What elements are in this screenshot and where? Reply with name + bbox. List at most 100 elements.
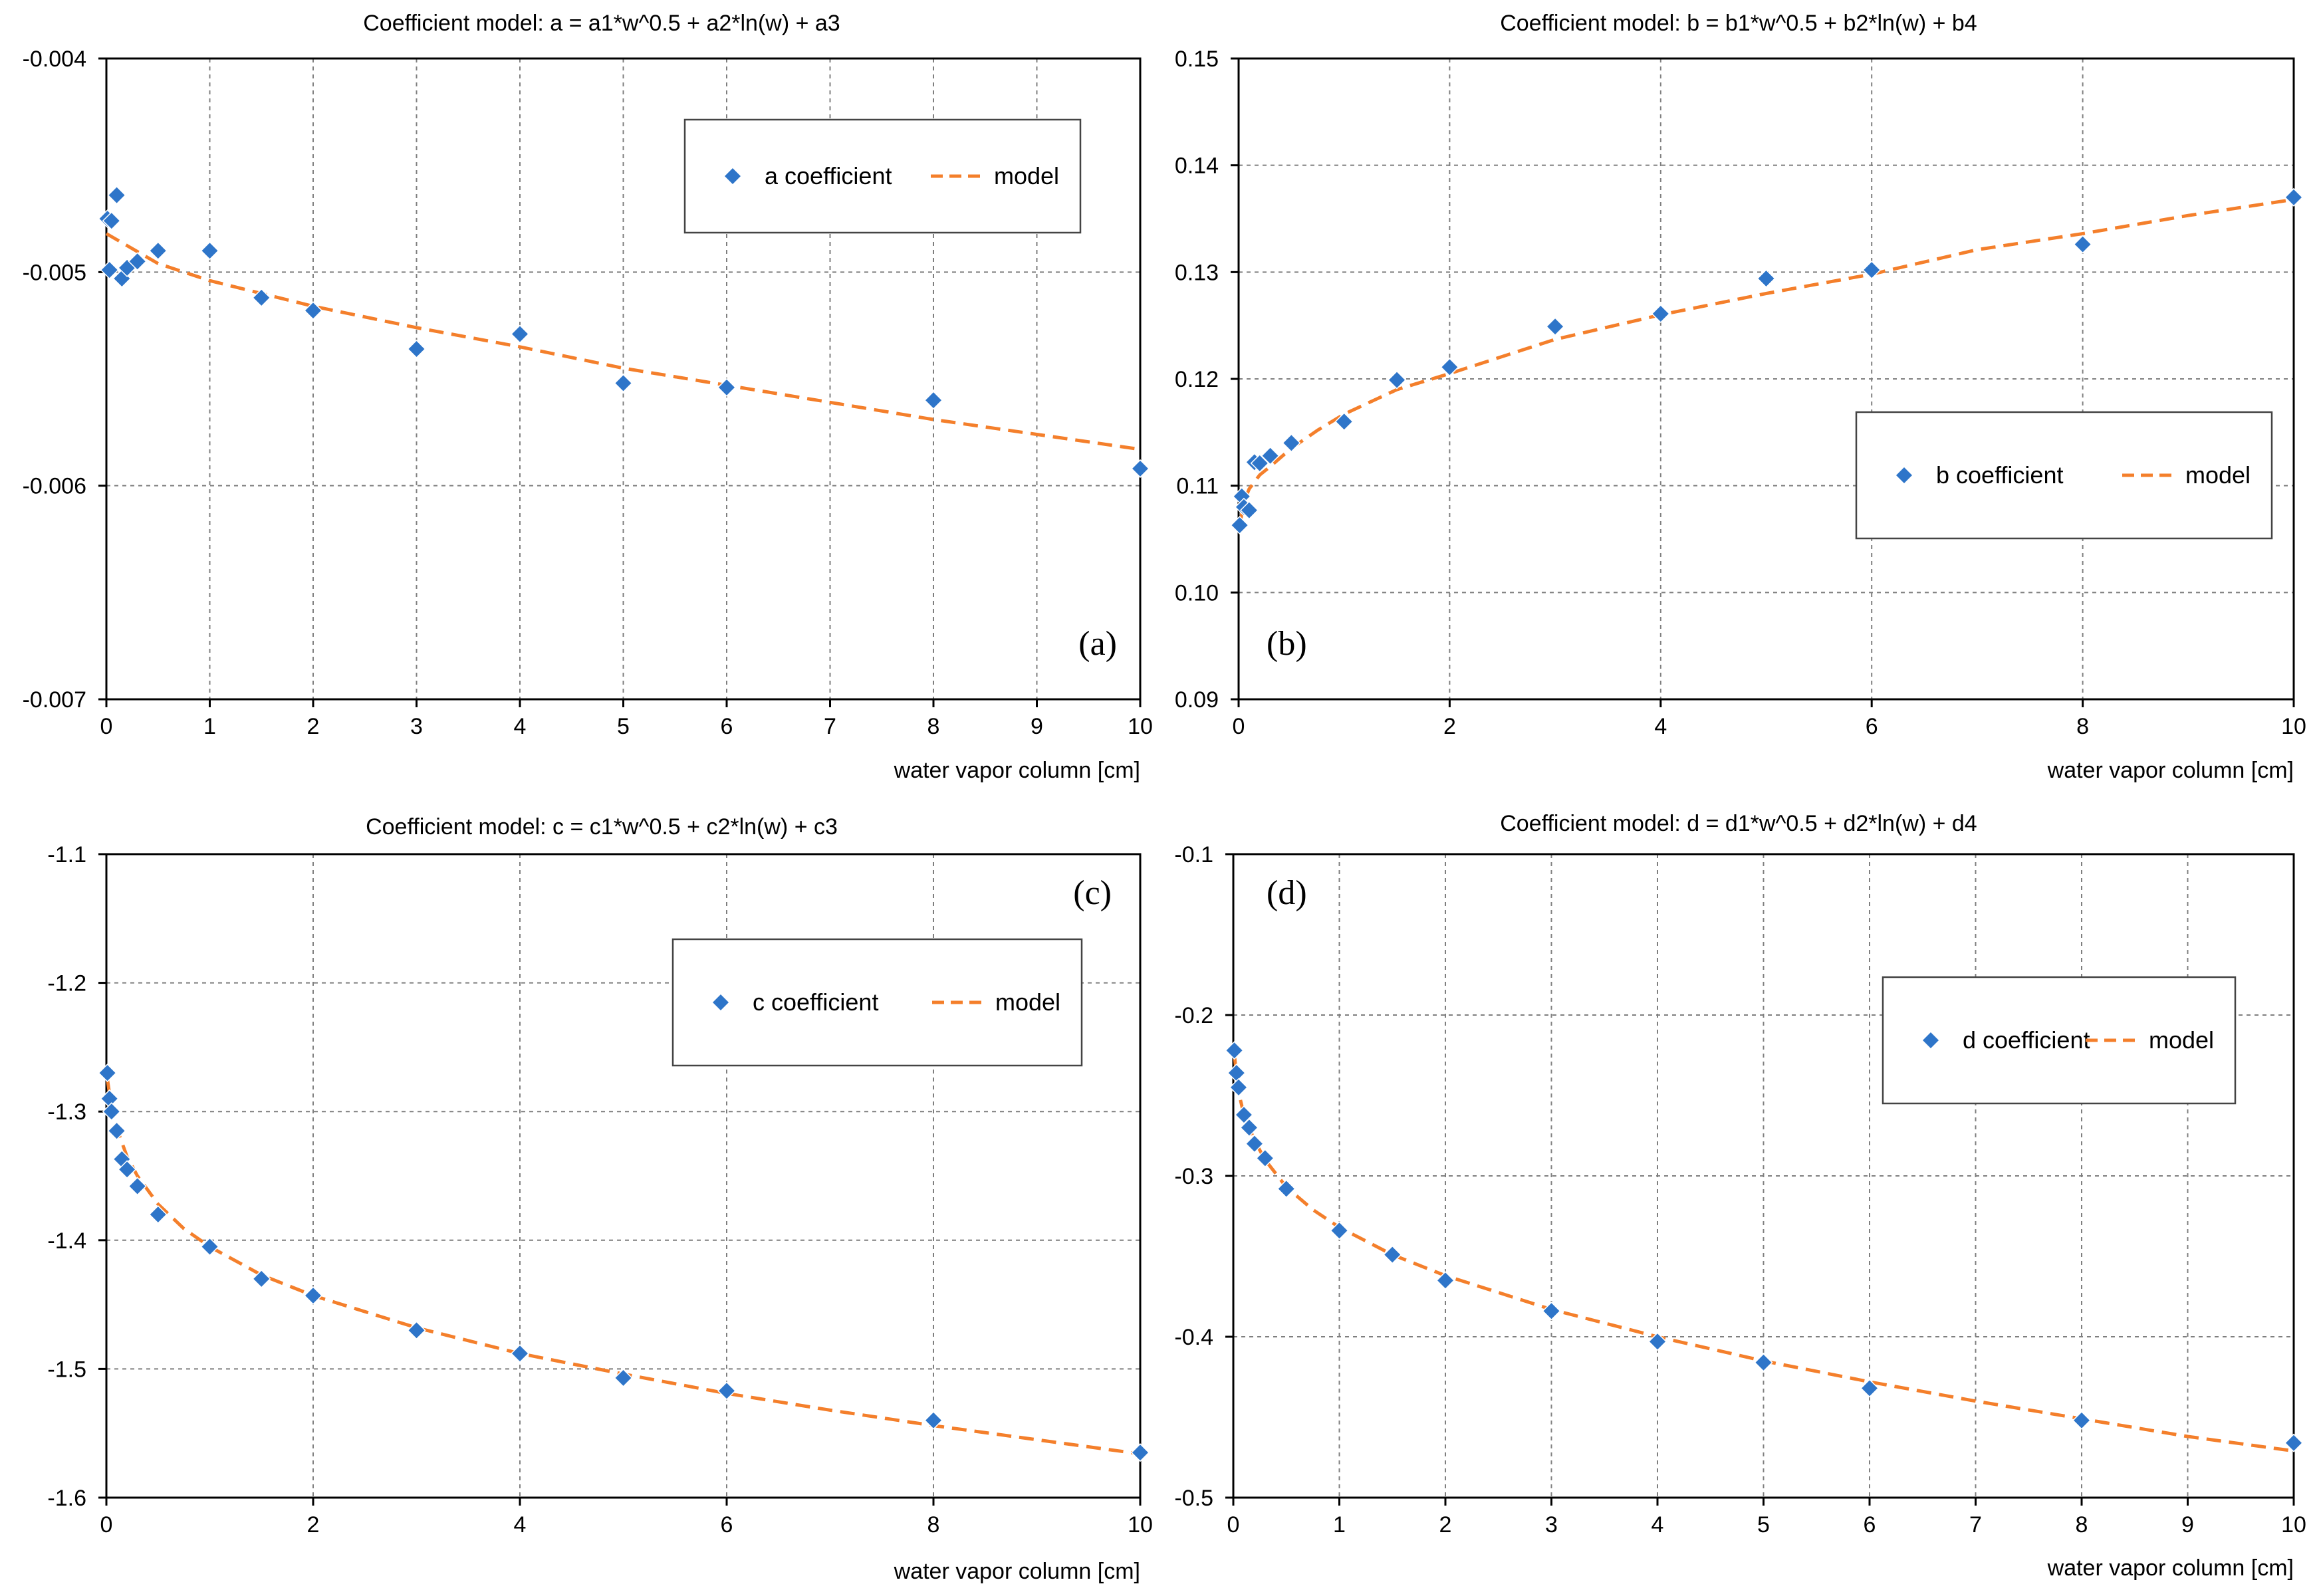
x-axis-label: water vapor column [cm] bbox=[894, 1559, 1140, 1584]
legend: b coefficient model bbox=[1855, 411, 2273, 540]
data-point-marker bbox=[1255, 1149, 1275, 1168]
chart-title: Coefficient model: c = c1*w^0.5 + c2*ln(… bbox=[366, 814, 838, 840]
panel-label: (a) bbox=[1078, 625, 1117, 663]
y-tick-label: -0.005 bbox=[23, 260, 86, 285]
legend-box bbox=[671, 938, 1083, 1067]
chart-panel-c: Coefficient model: c = c1*w^0.5 + c2*ln(… bbox=[47, 814, 1153, 1584]
data-point-marker bbox=[100, 261, 119, 280]
model-curve bbox=[105, 232, 1141, 451]
x-tick-label: 6 bbox=[721, 714, 733, 739]
data-point-marker bbox=[303, 301, 323, 320]
data-point-marker bbox=[2072, 1411, 2092, 1430]
data-point-marker bbox=[1227, 1064, 1246, 1083]
x-tick-label: 4 bbox=[514, 714, 527, 739]
x-tick-label: 2 bbox=[1439, 1512, 1452, 1538]
x-tick-label: 5 bbox=[617, 714, 630, 739]
data-point-marker bbox=[1229, 1078, 1249, 1097]
data-point-marker bbox=[614, 374, 633, 393]
data-point-marker bbox=[1383, 1245, 1402, 1264]
data-point-marker bbox=[1130, 459, 1150, 479]
y-tick-label: -1.5 bbox=[47, 1357, 86, 1382]
data-point-marker bbox=[1225, 1041, 1244, 1060]
data-point-marker bbox=[1230, 516, 1249, 535]
data-point-marker bbox=[1250, 453, 1269, 473]
model-curve bbox=[106, 1079, 1141, 1456]
data-point-marker bbox=[1261, 446, 1280, 465]
x-tick-label: 9 bbox=[1031, 714, 1043, 739]
chart-title: Coefficient model: d = d1*w^0.5 + d2*ln(… bbox=[1500, 811, 1977, 836]
data-point-marker bbox=[1860, 1379, 1880, 1398]
data-point-marker bbox=[1282, 433, 1301, 453]
data-point-marker bbox=[1648, 1332, 1667, 1351]
x-axis-label: water vapor column [cm] bbox=[894, 758, 1140, 783]
data-point-marker bbox=[252, 288, 271, 307]
data-point-marker bbox=[252, 1269, 271, 1288]
legend-model-label: model bbox=[995, 988, 1060, 1016]
x-tick-label: 10 bbox=[2281, 1512, 2306, 1538]
data-point-marker bbox=[128, 1177, 147, 1196]
data-point-marker bbox=[200, 1237, 219, 1256]
data-point-marker bbox=[1546, 317, 1565, 336]
x-tick-label: 10 bbox=[1128, 1512, 1153, 1538]
plot-area-frame bbox=[105, 853, 1142, 1499]
y-tick-label: 0.11 bbox=[1176, 474, 1219, 499]
data-point-marker bbox=[128, 252, 147, 271]
chart-title: Coefficient model: b = b1*w^0.5 + b2*ln(… bbox=[1500, 11, 1977, 36]
x-tick-label: 9 bbox=[2181, 1512, 2194, 1538]
legend-box bbox=[683, 118, 1082, 234]
legend-model-label: model bbox=[2185, 461, 2251, 489]
data-point-marker bbox=[98, 1064, 117, 1083]
legend-box bbox=[1882, 976, 2237, 1105]
x-tick-label: 4 bbox=[1651, 1512, 1664, 1538]
x-tick-label: 0 bbox=[1233, 714, 1245, 739]
y-tick-label: 0.12 bbox=[1175, 367, 1219, 392]
y-tick-label: -1.2 bbox=[47, 971, 86, 996]
data-point-marker bbox=[614, 1368, 633, 1388]
data-point-marker bbox=[1277, 1179, 1296, 1198]
panel-label: (b) bbox=[1267, 625, 1307, 663]
data-point-marker bbox=[118, 1160, 137, 1179]
x-tick-label: 8 bbox=[2076, 1512, 2088, 1538]
data-point-marker bbox=[510, 324, 530, 344]
data-point-marker bbox=[2073, 235, 2092, 254]
data-point-marker bbox=[1239, 501, 1259, 520]
legend-marker-icon bbox=[1896, 467, 1912, 483]
data-point-marker bbox=[102, 1102, 121, 1121]
panel-label: (d) bbox=[1267, 874, 1307, 912]
y-tick-label: -0.5 bbox=[1174, 1486, 1213, 1511]
legend-series-label: c coefficient bbox=[753, 988, 878, 1016]
x-tick-label: 10 bbox=[2281, 714, 2306, 739]
data-point-marker bbox=[923, 1411, 943, 1430]
x-tick-label: 0 bbox=[100, 714, 113, 739]
data-point-marker bbox=[1330, 1221, 1349, 1240]
x-tick-label: 7 bbox=[824, 714, 836, 739]
x-tick-label: 8 bbox=[927, 1512, 940, 1538]
data-point-marker bbox=[1754, 1353, 1773, 1372]
panel-label: (c) bbox=[1073, 874, 1112, 912]
data-point-marker bbox=[407, 339, 426, 359]
x-tick-label: 1 bbox=[1333, 1512, 1346, 1538]
y-tick-label: 0.09 bbox=[1175, 687, 1219, 713]
data-point-marker bbox=[717, 378, 737, 397]
chart-panel-d: Coefficient model: d = d1*w^0.5 + d2*ln(… bbox=[1174, 811, 2306, 1581]
x-tick-label: 3 bbox=[1545, 1512, 1558, 1538]
legend-marker-icon bbox=[725, 168, 741, 184]
data-point-marker bbox=[1435, 1271, 1455, 1290]
data-point-marker bbox=[303, 1286, 323, 1306]
y-tick-label: -0.4 bbox=[1174, 1325, 1213, 1350]
y-tick-label: -1.1 bbox=[47, 842, 86, 867]
data-point-marker bbox=[717, 1381, 737, 1401]
legend-series-label: b coefficient bbox=[1936, 461, 2063, 489]
data-point-marker bbox=[923, 391, 943, 410]
model-curve bbox=[1239, 197, 2294, 520]
model-curve bbox=[1233, 1055, 2294, 1453]
chart-title: Coefficient model: a = a1*w^0.5 + a2*ln(… bbox=[363, 11, 840, 36]
data-point-marker bbox=[1234, 1105, 1254, 1125]
x-tick-label: 6 bbox=[1864, 1512, 1876, 1538]
legend-series-label: d coefficient bbox=[1963, 1026, 2090, 1054]
data-point-marker bbox=[1757, 269, 1776, 288]
y-tick-label: -1.3 bbox=[47, 1099, 86, 1125]
legend: a coefficient model bbox=[683, 118, 1082, 234]
y-tick-label: -0.2 bbox=[1174, 1003, 1213, 1028]
